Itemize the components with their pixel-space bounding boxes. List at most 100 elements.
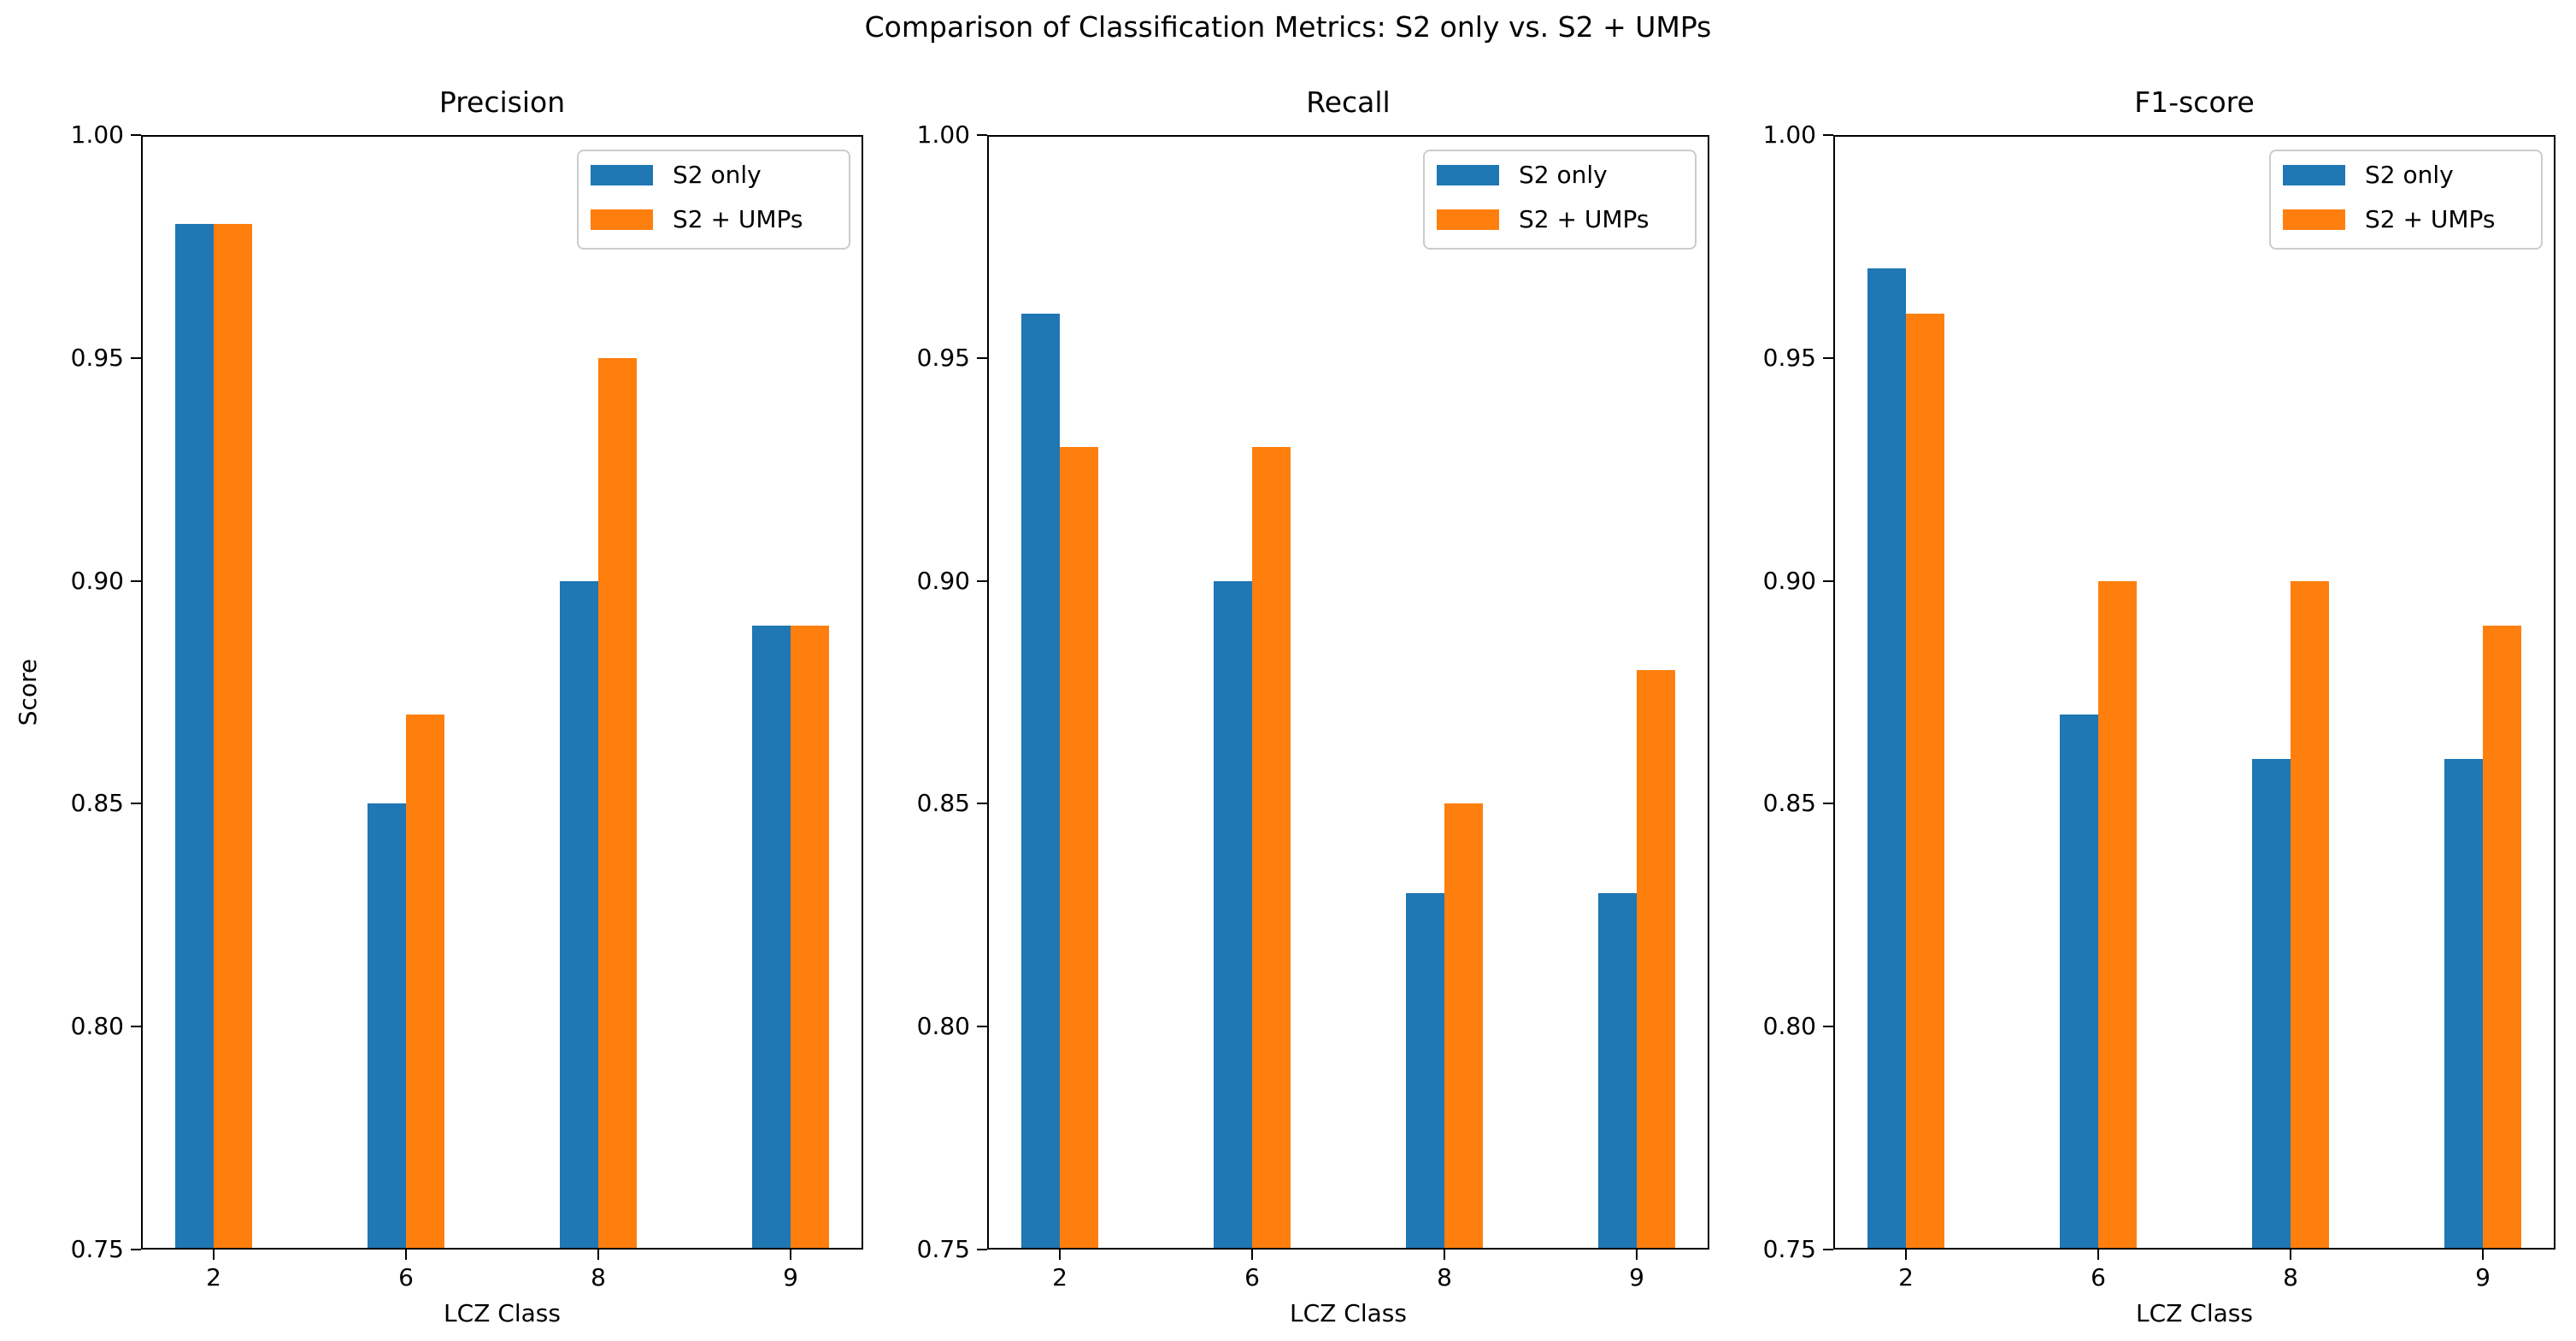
- x-axis-tick-label: 2: [1898, 1263, 1914, 1291]
- legend-swatch-s2-umps: [591, 209, 653, 230]
- y-axis-tick-label: 0.85: [1762, 789, 1816, 818]
- bar-s2-only: [752, 625, 791, 1250]
- y-axis-tick-label: 0.85: [916, 789, 970, 818]
- bar-s2-only: [1598, 892, 1637, 1250]
- y-axis-tick-label: 0.85: [70, 789, 124, 818]
- y-axis-tick-label: 0.90: [70, 566, 124, 595]
- x-axis-tick-label: 9: [783, 1263, 798, 1291]
- bar-s2-umps: [1060, 447, 1098, 1250]
- subplot-title: Precision: [438, 85, 566, 119]
- y-tick: [131, 1249, 141, 1250]
- bar-s2-umps: [406, 715, 444, 1250]
- x-axis-label: LCZ Class: [1290, 1299, 1407, 1327]
- y-axis-tick-label: 0.75: [1762, 1235, 1816, 1263]
- legend-label: S2 + UMPs: [1519, 205, 1650, 233]
- y-axis-tick-label: 0.95: [1762, 343, 1816, 372]
- y-axis-tick-label: 0.90: [1762, 566, 1816, 595]
- x-axis-tick-label: 6: [398, 1263, 414, 1291]
- legend-swatch-s2-umps: [2283, 209, 2345, 230]
- y-tick: [977, 356, 987, 359]
- x-tick: [790, 1250, 791, 1260]
- x-tick: [2097, 1250, 2099, 1260]
- y-tick: [1823, 579, 1833, 582]
- bar-s2-only: [1021, 313, 1060, 1250]
- y-axis-tick-label: 0.95: [916, 343, 970, 372]
- bar-s2-only: [2060, 715, 2098, 1250]
- bar-s2-umps: [1906, 313, 1944, 1250]
- bar-s2-umps: [1444, 803, 1483, 1250]
- legend-swatch-s2-only: [591, 165, 653, 185]
- y-axis-tick-label: 1.00: [70, 121, 124, 149]
- legend-label: S2 only: [2365, 161, 2454, 189]
- bar-s2-only: [1406, 892, 1444, 1250]
- legend-swatch-s2-only: [2283, 165, 2345, 185]
- legend-label: S2 only: [673, 161, 762, 189]
- y-tick: [977, 1249, 987, 1250]
- bar-s2-umps: [791, 625, 829, 1250]
- y-tick: [131, 356, 141, 359]
- x-axis-tick-label: 6: [1244, 1263, 1260, 1291]
- x-axis-tick-label: 8: [1437, 1263, 1452, 1291]
- x-axis-tick-label: 8: [591, 1263, 606, 1291]
- x-axis-label: LCZ Class: [444, 1299, 561, 1327]
- y-tick: [1823, 356, 1833, 359]
- x-tick: [405, 1250, 407, 1260]
- x-tick: [2290, 1250, 2291, 1260]
- bar-s2-umps: [2098, 580, 2137, 1250]
- x-axis-tick-label: 6: [2091, 1263, 2106, 1291]
- figure-title: Comparison of Classification Metrics: S2…: [864, 10, 1712, 44]
- x-tick: [2482, 1250, 2484, 1260]
- legend-swatch-s2-only: [1437, 165, 1499, 185]
- x-axis-tick-label: 2: [206, 1263, 221, 1291]
- x-tick: [1905, 1250, 1907, 1260]
- bar-s2-umps: [2291, 580, 2329, 1250]
- bar-s2-only: [2444, 759, 2483, 1250]
- y-tick: [131, 1026, 141, 1028]
- bar-s2-only: [560, 580, 598, 1250]
- x-tick: [1059, 1250, 1061, 1260]
- x-tick: [1444, 1250, 1445, 1260]
- bar-s2-umps: [1637, 669, 1675, 1250]
- x-axis-tick-label: 9: [2475, 1263, 2491, 1291]
- y-axis-tick-label: 0.95: [70, 343, 124, 372]
- bar-s2-only: [175, 224, 214, 1250]
- x-axis-tick-label: 2: [1052, 1263, 1067, 1291]
- y-tick: [977, 579, 987, 582]
- y-tick: [131, 803, 141, 805]
- subplot-title: Recall: [1306, 85, 1391, 119]
- legend-label: S2 only: [1519, 161, 1608, 189]
- y-tick: [131, 134, 141, 136]
- y-tick: [977, 134, 987, 136]
- y-axis-tick-label: 0.80: [1762, 1012, 1816, 1041]
- subplot-title: F1-score: [2134, 85, 2255, 119]
- legend-label: S2 + UMPs: [2365, 205, 2496, 233]
- x-axis-tick-label: 9: [1629, 1263, 1644, 1291]
- legend-label: S2 + UMPs: [673, 205, 803, 233]
- y-axis-tick-label: 1.00: [1762, 121, 1816, 149]
- bar-s2-only: [1867, 268, 1906, 1250]
- y-tick: [977, 803, 987, 805]
- bar-s2-umps: [214, 224, 252, 1250]
- x-tick: [1251, 1250, 1253, 1260]
- x-tick: [1636, 1250, 1638, 1260]
- y-axis-tick-label: 0.80: [916, 1012, 970, 1041]
- legend: [1423, 150, 1697, 250]
- x-axis-tick-label: 8: [2283, 1263, 2298, 1291]
- y-axis-tick-label: 0.90: [916, 566, 970, 595]
- y-axis-tick-label: 1.00: [916, 121, 970, 149]
- bar-s2-only: [1214, 580, 1252, 1250]
- bar-s2-umps: [2483, 625, 2521, 1250]
- y-tick: [1823, 803, 1833, 805]
- y-tick: [1823, 134, 1833, 136]
- x-tick: [597, 1250, 599, 1260]
- y-axis-tick-label: 0.80: [70, 1012, 124, 1041]
- y-axis-label: Score: [14, 658, 42, 726]
- y-tick: [1823, 1249, 1833, 1250]
- y-tick: [131, 579, 141, 582]
- legend-swatch-s2-umps: [1437, 209, 1499, 230]
- bar-s2-umps: [598, 357, 637, 1250]
- y-axis-tick-label: 0.75: [916, 1235, 970, 1263]
- y-tick: [977, 1026, 987, 1028]
- y-tick: [1823, 1026, 1833, 1028]
